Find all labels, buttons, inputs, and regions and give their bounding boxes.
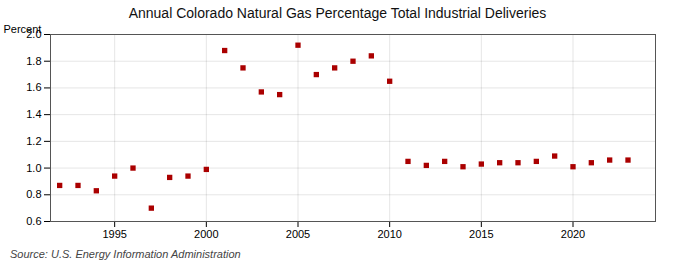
svg-text:2000: 2000 bbox=[194, 228, 218, 240]
html-text:Annual Colorado Natural Gas Pe: Annual Colorado Natural Gas Percentage T… bbox=[128, 5, 547, 21]
svg-text:1.2: 1.2 bbox=[26, 135, 41, 147]
svg-text:1.0: 1.0 bbox=[26, 162, 41, 174]
svg-text:1.6: 1.6 bbox=[26, 81, 41, 93]
svg-text:1.8: 1.8 bbox=[26, 55, 41, 67]
svg-text:0.6: 0.6 bbox=[26, 215, 41, 227]
svg-text:1995: 1995 bbox=[102, 228, 126, 240]
svg-text:2005: 2005 bbox=[286, 228, 310, 240]
svg-text:1.4: 1.4 bbox=[26, 108, 41, 120]
html-text:Source: U.S. Energy Informatio: Source: U.S. Energy Information Administ… bbox=[10, 248, 241, 260]
svg-text:2010: 2010 bbox=[377, 228, 401, 240]
svg-text:2015: 2015 bbox=[469, 228, 493, 240]
svg-text:Percent: Percent bbox=[4, 23, 42, 35]
svg-text:2020: 2020 bbox=[561, 228, 585, 240]
svg-text:0.8: 0.8 bbox=[26, 188, 41, 200]
